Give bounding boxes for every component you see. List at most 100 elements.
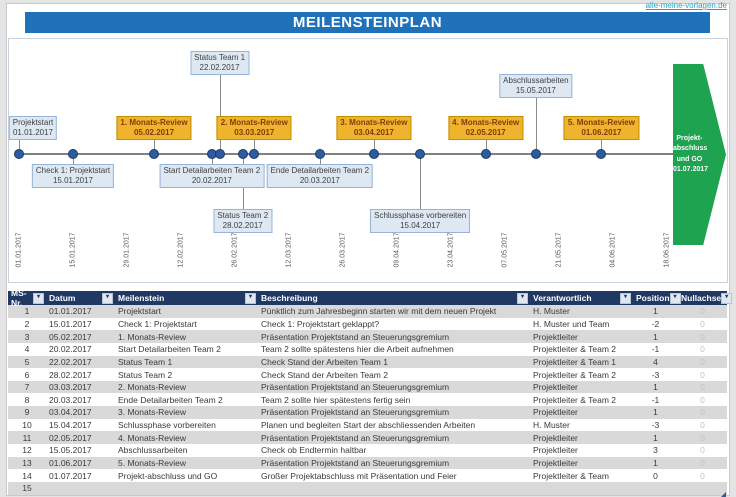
cell-datum[interactable]: 01.01.2017 (49, 306, 92, 317)
cell-nr[interactable]: 15 (22, 483, 32, 494)
cell-position[interactable]: 1 (653, 407, 658, 418)
cell-meilenstein[interactable]: 5. Monats-Review (118, 458, 187, 468)
cell-position[interactable]: 1 (653, 458, 658, 468)
cell-datum[interactable] (46, 482, 115, 495)
cell-verantwortlich[interactable]: Projektleiter & Team 2 (533, 344, 616, 355)
cell-position[interactable]: 1 (653, 306, 658, 317)
cell-nullachse[interactable]: 0 (700, 356, 705, 367)
cell-datum[interactable]: 15.01.2017 (49, 318, 92, 329)
cell-nr[interactable]: 9 (24, 407, 30, 418)
cell-position[interactable] (633, 482, 678, 495)
cell-meilenstein[interactable]: Ende Detailarbeiten Team 2 (118, 394, 223, 405)
cell-datum[interactable]: 01.06.2017 (49, 458, 92, 468)
cell-verantwortlich[interactable]: H. Muster und Team (533, 318, 610, 329)
cell-beschreibung[interactable]: Check Stand der Arbeiten Team 2 (261, 369, 388, 380)
cell-position[interactable]: 0 (653, 470, 658, 481)
cell-nr[interactable]: 3 (24, 331, 30, 342)
cell-verantwortlich[interactable]: H. Muster (533, 420, 570, 431)
cell-datum[interactable]: 28.02.2017 (49, 369, 92, 380)
cell-meilenstein[interactable]: Schlussphase vorbereiten (118, 420, 216, 431)
cell-datum[interactable]: 02.05.2017 (49, 432, 92, 443)
cell-nullachse[interactable]: 0 (700, 331, 705, 342)
cell-meilenstein[interactable]: Status Team 2 (118, 369, 173, 380)
cell-position[interactable]: -1 (651, 394, 660, 405)
cell-position[interactable]: -3 (651, 369, 660, 380)
cell-datum[interactable]: 15.05.2017 (49, 445, 92, 456)
cell-datum[interactable]: 03.04.2017 (49, 407, 92, 418)
cell-verantwortlich[interactable]: Projektleiter & Team 2 (533, 369, 616, 380)
cell-beschreibung[interactable]: Team 2 sollte spätestens hier die Arbeit… (261, 344, 454, 355)
cell-nr[interactable]: 12 (22, 445, 32, 456)
cell-verantwortlich[interactable]: Projektleiter & Team 1 (533, 356, 616, 367)
cell-beschreibung[interactable]: Check 1: Projektstart geklappt? (261, 318, 380, 329)
cell-nr[interactable]: 6 (24, 369, 30, 380)
cell-nullachse[interactable]: 0 (700, 432, 705, 443)
cell-meilenstein[interactable]: Start Detailarbeiten Team 2 (118, 344, 221, 355)
cell-datum[interactable]: 01.07.2017 (49, 470, 92, 481)
cell-nullachse[interactable]: 0 (700, 407, 705, 418)
cell-position[interactable]: 1 (653, 331, 658, 342)
cell-meilenstein[interactable]: Projekt-abschluss und GO (118, 470, 218, 481)
cell-nr[interactable]: 5 (24, 356, 30, 367)
filter-button[interactable]: ▾ (669, 292, 681, 304)
cell-meilenstein[interactable]: Abschlussarbeiten (118, 445, 188, 456)
cell-nullachse[interactable]: 0 (700, 382, 705, 393)
cell-nullachse[interactable]: 0 (700, 318, 705, 329)
table-resize-handle[interactable] (721, 491, 726, 497)
cell-nullachse[interactable]: 0 (700, 420, 705, 431)
cell-nr[interactable]: 14 (22, 470, 32, 481)
watermark-link[interactable]: alle-meine-vorlagen.de (645, 1, 727, 10)
cell-datum[interactable]: 22.02.2017 (49, 356, 92, 367)
cell-datum[interactable]: 20.02.2017 (49, 344, 92, 355)
cell-beschreibung[interactable]: Planen und begleiten Start der abschlies… (261, 420, 476, 431)
cell-verantwortlich[interactable]: Projektleiter (533, 432, 578, 443)
cell-nr[interactable]: 2 (24, 318, 30, 329)
cell-nr[interactable]: 4 (24, 344, 30, 355)
cell-position[interactable]: 3 (653, 445, 658, 456)
cell-meilenstein[interactable]: 1. Monats-Review (118, 331, 187, 342)
cell-nr[interactable]: 13 (22, 458, 32, 468)
cell-nr[interactable]: 11 (22, 432, 32, 443)
cell-meilenstein[interactable]: 2. Monats-Review (118, 382, 187, 393)
cell-meilenstein[interactable]: Status Team 1 (118, 356, 173, 367)
cell-nullachse[interactable]: 0 (700, 445, 705, 456)
cell-datum[interactable]: 03.03.2017 (49, 382, 92, 393)
cell-meilenstein[interactable]: Check 1: Projektstart (118, 318, 197, 329)
cell-beschreibung[interactable] (258, 482, 530, 495)
cell-verantwortlich[interactable]: Projektleiter (533, 445, 578, 456)
cell-beschreibung[interactable]: Großer Projektabschluss mit Präsentation… (261, 470, 457, 481)
cell-verantwortlich[interactable]: H. Muster (533, 306, 570, 317)
cell-meilenstein[interactable]: 3. Monats-Review (118, 407, 187, 418)
filter-button[interactable]: ▾ (102, 292, 113, 304)
cell-nr[interactable]: 7 (24, 382, 30, 393)
cell-position[interactable]: 1 (653, 382, 658, 393)
cell-beschreibung[interactable]: Präsentation Projektstand an Steuerungsg… (261, 382, 450, 393)
filter-button[interactable]: ▾ (620, 292, 631, 304)
cell-nullachse[interactable]: 0 (700, 458, 705, 468)
filter-button[interactable]: ▾ (33, 292, 44, 304)
cell-nullachse[interactable]: 0 (700, 394, 705, 405)
cell-verantwortlich[interactable]: Projektleiter (533, 407, 578, 418)
cell-beschreibung[interactable]: Präsentation Projektstand an Steuerungsg… (261, 458, 450, 468)
cell-nr[interactable]: 8 (24, 394, 30, 405)
cell-meilenstein[interactable]: 4. Monats-Review (118, 432, 187, 443)
cell-beschreibung[interactable]: Präsentation Projektstand an Steuerungsg… (261, 432, 450, 443)
cell-beschreibung[interactable]: Team 2 sollte hier spätestens fertig sei… (261, 394, 411, 405)
cell-nullachse[interactable]: 0 (700, 306, 705, 317)
cell-nullachse[interactable]: 0 (700, 344, 705, 355)
cell-datum[interactable]: 20.03.2017 (49, 394, 92, 405)
cell-nullachse[interactable] (678, 482, 727, 495)
cell-datum[interactable]: 15.04.2017 (49, 420, 92, 431)
cell-datum[interactable]: 05.02.2017 (49, 331, 92, 342)
cell-verantwortlich[interactable]: Projektleiter (533, 382, 578, 393)
cell-nullachse[interactable]: 0 (700, 470, 705, 481)
cell-beschreibung[interactable]: Pünktlich zum Jahresbeginn starten wir m… (261, 306, 497, 317)
cell-position[interactable]: -1 (651, 344, 660, 355)
cell-beschreibung[interactable]: Check ob Endtermin haltbar (261, 445, 367, 456)
filter-button[interactable]: ▾ (517, 292, 528, 304)
cell-position[interactable]: 1 (653, 432, 658, 443)
cell-verantwortlich[interactable]: Projektleiter & Team (533, 470, 609, 481)
cell-nr[interactable]: 10 (22, 420, 32, 431)
cell-meilenstein[interactable] (115, 482, 258, 495)
cell-verantwortlich[interactable] (530, 482, 633, 495)
